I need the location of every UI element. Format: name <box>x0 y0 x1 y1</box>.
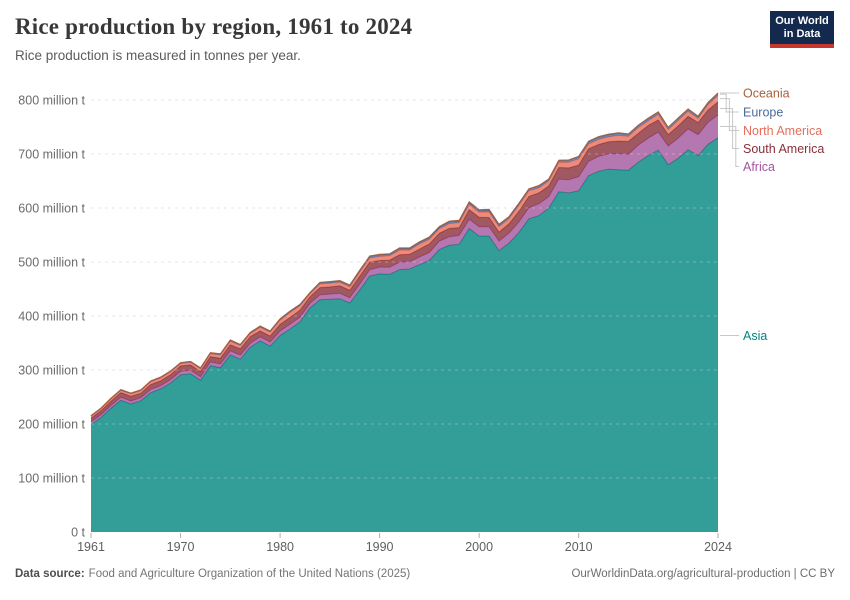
x-tick-label: 2024 <box>704 540 732 554</box>
y-tick-label: 0 t <box>71 525 85 539</box>
area-edge-oceania <box>90 92 719 416</box>
chart-footer: Data source: Food and Agriculture Organiz… <box>15 568 835 580</box>
legend-label-europe[interactable]: Europe <box>743 105 783 119</box>
y-tick-label: 200 million t <box>18 417 85 431</box>
x-tick-label: 1990 <box>366 540 394 554</box>
owid-logo-line2: in Data <box>783 27 821 40</box>
owid-logo-line1: Our World <box>775 14 829 27</box>
data-source-text: Food and Agriculture Organization of the… <box>88 568 411 580</box>
x-tick-label: 1961 <box>77 540 105 554</box>
area-africa[interactable] <box>91 115 718 425</box>
y-tick-label: 800 million t <box>18 93 85 107</box>
data-source-label: Data source: <box>15 568 85 580</box>
legend-label-africa[interactable]: Africa <box>743 160 775 174</box>
x-tick-label: 1970 <box>167 540 195 554</box>
x-tick-label: 2000 <box>465 540 493 554</box>
legend-label-asia[interactable]: Asia <box>743 329 767 343</box>
data-source: Data source: Food and Agriculture Organiz… <box>15 568 410 580</box>
y-tick-label: 600 million t <box>18 201 85 215</box>
y-tick-label: 300 million t <box>18 363 85 377</box>
y-tick-label: 500 million t <box>18 255 85 269</box>
area-north-america[interactable] <box>91 95 718 419</box>
y-tick-label: 400 million t <box>18 309 85 323</box>
x-tick-label: 1980 <box>266 540 294 554</box>
area-south-america[interactable] <box>91 101 718 422</box>
page-title: Rice production by region, 1961 to 2024 <box>15 14 413 39</box>
owid-link[interactable]: OurWorldinData.org/agricultural-producti… <box>571 568 835 580</box>
x-tick-label: 2010 <box>565 540 593 554</box>
legend-connector-africa <box>720 126 739 167</box>
chart-header: Rice production by region, 1961 to 2024 … <box>15 14 750 63</box>
y-tick-label: 100 million t <box>18 471 85 485</box>
page-subtitle: Rice production is measured in tonnes pe… <box>15 48 301 63</box>
legend-label-south-america[interactable]: South America <box>743 142 824 156</box>
area-asia[interactable] <box>91 137 718 533</box>
legend-label-oceania[interactable]: Oceania <box>743 86 790 100</box>
owid-logo[interactable]: Our World in Data <box>770 11 834 48</box>
legend-connector-north-america <box>720 98 739 131</box>
y-tick-label: 700 million t <box>18 147 85 161</box>
legend-label-north-america[interactable]: North America <box>743 124 822 138</box>
